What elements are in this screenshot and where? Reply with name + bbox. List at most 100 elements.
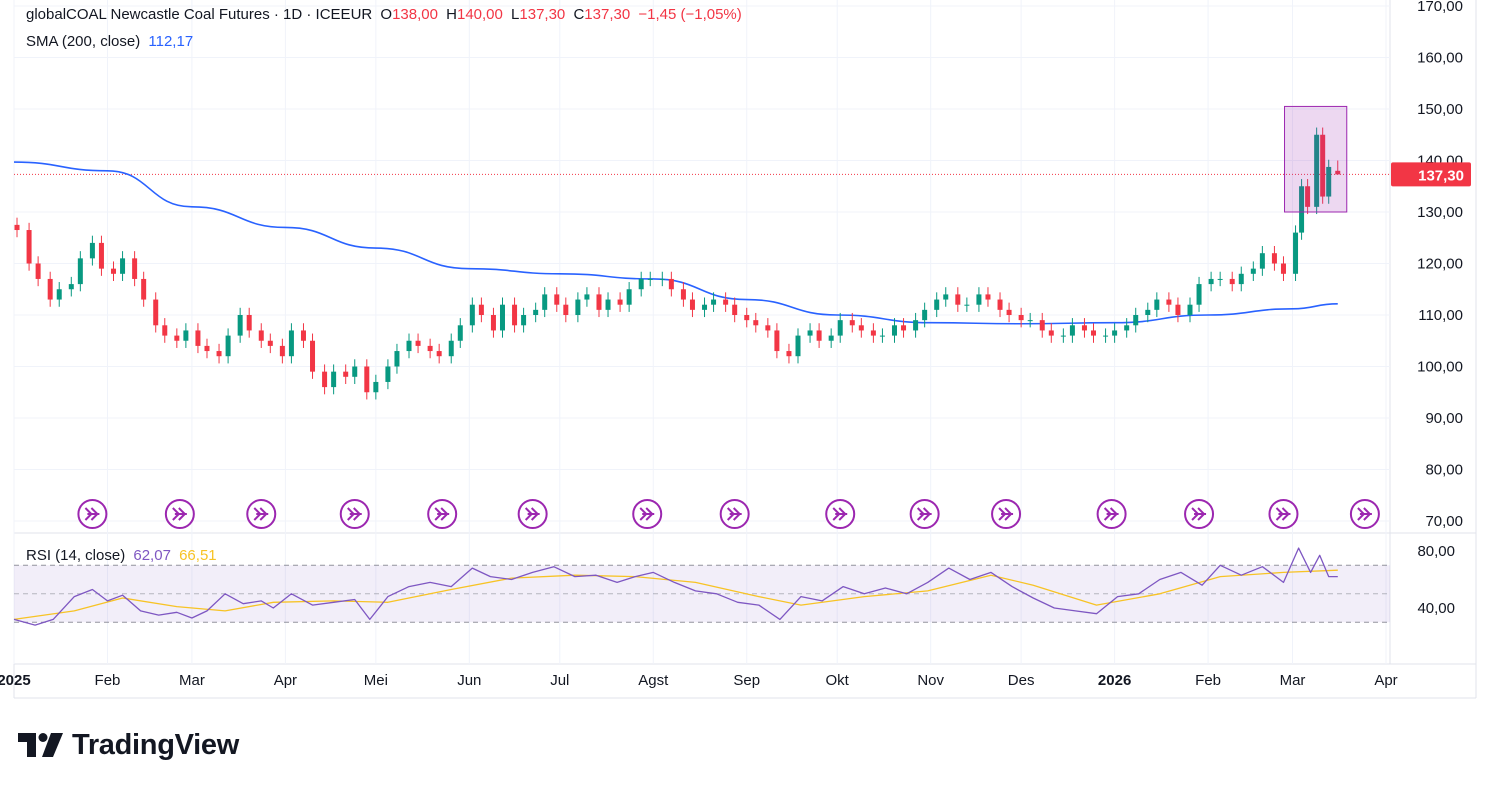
candle — [490, 307, 496, 338]
candle — [89, 235, 95, 266]
candle — [1133, 307, 1139, 333]
candle — [533, 302, 539, 323]
rsi-ma-value: 66,51 — [179, 547, 217, 564]
candle — [1112, 323, 1118, 343]
candle-body — [457, 325, 463, 341]
candle-body — [879, 335, 885, 337]
candle — [1069, 318, 1075, 343]
candle — [807, 323, 813, 343]
candle — [901, 318, 907, 338]
candle — [1103, 328, 1109, 343]
time-tick-label: Okt — [826, 672, 850, 689]
time-tick-label: Apr — [1374, 672, 1397, 689]
last-price-tag-text: 137,30 — [1418, 167, 1464, 184]
candle-body — [1081, 325, 1087, 331]
candle-body — [195, 330, 201, 346]
rsi-legend[interactable]: RSI (14, close) 62,07 66,51 — [26, 547, 221, 564]
candle — [373, 374, 379, 400]
close-value: 137,30 — [584, 6, 631, 23]
highlight-box[interactable] — [1284, 105, 1348, 213]
candle — [216, 343, 222, 364]
candle-body — [1293, 232, 1299, 274]
low-value: 137,30 — [519, 6, 566, 23]
candle — [689, 292, 695, 318]
price-tick-label: 120,00 — [1417, 256, 1463, 273]
candle — [1081, 318, 1087, 338]
sma-legend[interactable]: SMA (200, close) 112,17 — [26, 33, 197, 50]
candle-body — [183, 330, 189, 341]
candle — [343, 364, 349, 385]
candle-body — [279, 345, 285, 357]
candle-body — [689, 299, 695, 310]
candle-body — [415, 340, 421, 346]
candle — [702, 297, 708, 318]
candle — [364, 359, 370, 400]
candle-body — [237, 315, 243, 336]
candle-body — [913, 320, 919, 331]
event-marker — [164, 499, 195, 529]
candle — [77, 251, 83, 292]
chart-area[interactable]: 70,00 80,00 90,00 100,00 110,00 120,00 130,00 1… — [0, 0, 1491, 700]
candle — [1293, 225, 1299, 282]
candle — [849, 312, 855, 333]
candle — [786, 343, 792, 364]
rsi-ma-line — [13, 569, 1338, 621]
candle-body — [385, 366, 391, 382]
candle — [153, 292, 159, 333]
candle — [1039, 312, 1045, 338]
candle — [436, 343, 442, 364]
candle-body — [1280, 263, 1286, 274]
candle-body — [1027, 320, 1033, 322]
candle — [26, 222, 32, 271]
price-tick-label: 100,00 — [1417, 359, 1463, 376]
sma-line — [13, 161, 1338, 325]
candle-body — [858, 325, 864, 331]
candle-body — [310, 340, 316, 372]
time-tick-label: Jul — [550, 672, 569, 689]
sma-200-line — [13, 161, 1338, 325]
candle-body — [1091, 330, 1097, 336]
candle — [617, 292, 623, 312]
price-tick-label: 170,00 — [1417, 0, 1463, 15]
candle-body — [985, 294, 991, 300]
candle-body — [795, 335, 801, 357]
candle-body — [711, 299, 717, 305]
candle-body — [668, 278, 674, 290]
event-marker-arrow-icon — [253, 507, 269, 521]
candle — [267, 333, 273, 354]
rsi-value: 62,07 — [133, 547, 171, 564]
event-marker-arrow-icon — [1191, 507, 1207, 521]
highlight-rectangle[interactable] — [1284, 105, 1348, 213]
candle — [1250, 261, 1256, 282]
candle-body — [807, 330, 813, 336]
tradingview-logo[interactable]: TradingView — [18, 728, 239, 762]
candle — [711, 292, 717, 312]
candle-body — [162, 325, 168, 336]
candle-body — [849, 320, 855, 326]
candle — [1006, 302, 1012, 323]
candle-body — [584, 294, 590, 300]
rsi-line — [13, 547, 1338, 626]
symbol-title: globalCOAL Newcastle Coal Futures · 1D ·… — [26, 6, 373, 23]
chart-svg[interactable]: 70,00 80,00 90,00 100,00 110,00 120,00 130,00 1… — [0, 0, 1491, 700]
candle — [891, 318, 897, 343]
candle — [1280, 256, 1286, 282]
candle — [554, 287, 560, 312]
event-marker-arrow-icon — [832, 507, 848, 521]
event-marker — [77, 499, 108, 529]
candle — [774, 323, 780, 359]
candle-body — [499, 304, 505, 331]
time-tick-label: Sep — [733, 672, 760, 689]
symbol-legend[interactable]: globalCOAL Newcastle Coal Futures · 1D ·… — [26, 6, 746, 23]
candle-body — [141, 278, 147, 300]
candle-body — [68, 284, 74, 290]
candle-body — [680, 289, 686, 300]
close-label: C — [573, 6, 585, 23]
candle — [1145, 302, 1151, 323]
candle-body — [364, 366, 370, 393]
candle-body — [1335, 170, 1341, 175]
candle — [955, 287, 961, 312]
candle-body — [976, 294, 982, 305]
candle-body — [1133, 315, 1139, 326]
candle-body — [394, 351, 400, 367]
